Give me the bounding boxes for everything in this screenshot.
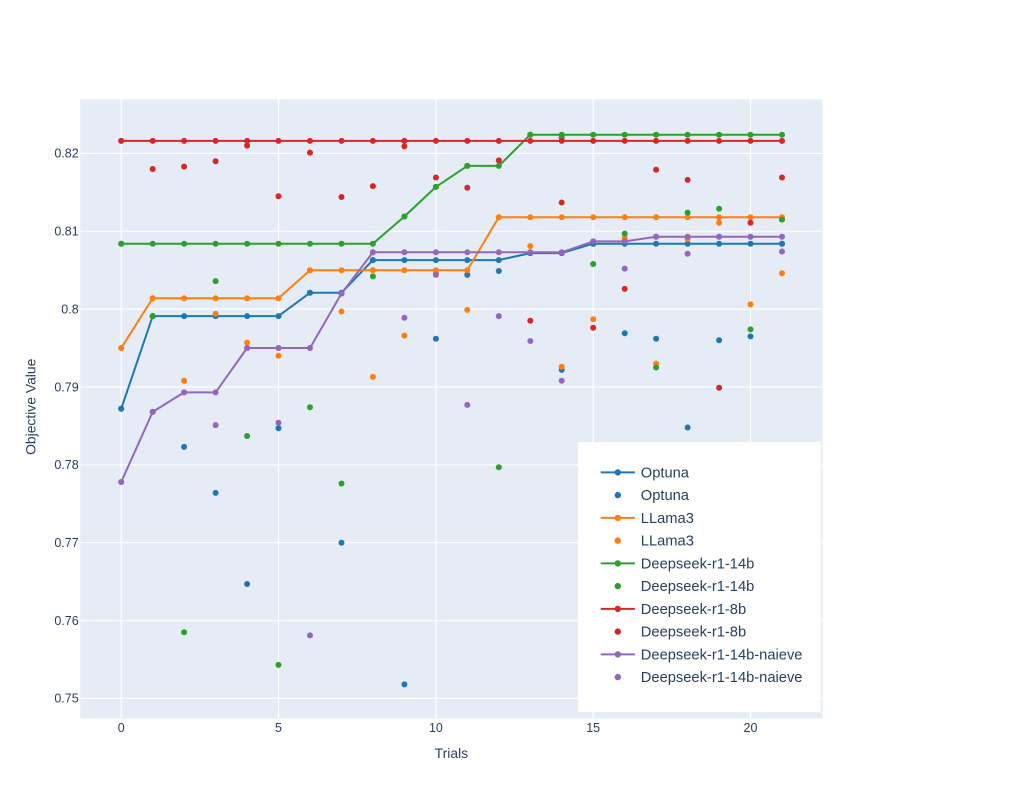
svg-text:Optuna: Optuna — [641, 488, 690, 504]
svg-text:Deepseek-r1-14b: Deepseek-r1-14b — [641, 579, 754, 595]
svg-text:15: 15 — [586, 721, 600, 735]
svg-text:Deepseek-r1-14b-naieve: Deepseek-r1-14b-naieve — [641, 670, 803, 686]
svg-text:Deepseek-r1-14b-naieve: Deepseek-r1-14b-naieve — [641, 647, 803, 663]
svg-text:LLama3: LLama3 — [641, 534, 694, 550]
svg-text:Objective Value: Objective Value — [23, 358, 39, 455]
svg-text:Deepseek-r1-14b: Deepseek-r1-14b — [641, 556, 754, 572]
svg-text:0.82: 0.82 — [54, 147, 78, 161]
svg-text:5: 5 — [275, 721, 282, 735]
svg-text:0.79: 0.79 — [54, 380, 78, 394]
svg-text:0: 0 — [118, 721, 125, 735]
svg-text:0.76: 0.76 — [54, 614, 78, 628]
svg-text:Deepseek-r1-8b: Deepseek-r1-8b — [641, 602, 746, 618]
svg-text:20: 20 — [744, 721, 758, 735]
svg-text:LLama3: LLama3 — [641, 511, 694, 527]
svg-text:0.8: 0.8 — [61, 302, 78, 316]
svg-text:0.78: 0.78 — [54, 458, 78, 472]
svg-text:0.77: 0.77 — [54, 536, 78, 550]
svg-text:0.81: 0.81 — [54, 225, 78, 239]
svg-text:Trials: Trials — [435, 745, 468, 761]
svg-text:Optuna: Optuna — [641, 465, 690, 481]
svg-text:0.75: 0.75 — [54, 692, 78, 706]
svg-text:Deepseek-r1-8b: Deepseek-r1-8b — [641, 625, 746, 641]
svg-text:10: 10 — [429, 721, 443, 735]
